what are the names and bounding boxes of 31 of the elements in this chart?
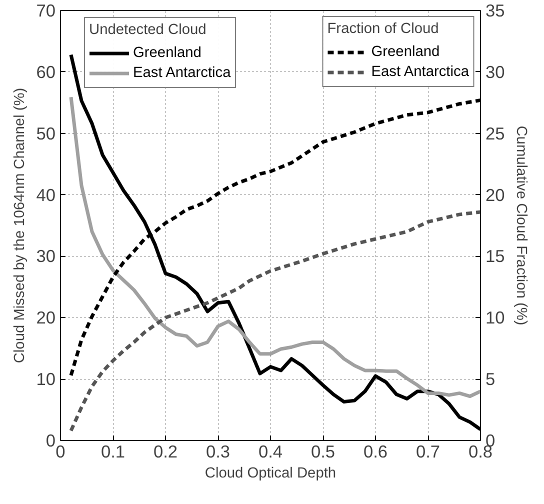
line-series [69,210,480,432]
legend-label: East Antarctica [371,64,469,80]
legend-label: Greenland [133,45,202,61]
x-tick-label: 0.1 [100,442,126,462]
y2-axis-title: Cumulative Cloud Fraction (%) [512,126,529,326]
y-tick-label: 50 [36,123,56,144]
y2-tick-label: 30 [486,62,505,82]
x-axis-title: Cloud Optical Depth [204,466,336,482]
y-tick-label: 60 [36,62,56,82]
x-tick-label: 0.5 [310,442,336,462]
y2-tick-label: 25 [486,123,505,144]
legend-label: East Antarctica [133,65,231,81]
y-tick-label: 10 [36,369,56,390]
x-tick-label: 0.6 [363,442,388,462]
x-tick-label: 0.3 [206,442,230,462]
legend-label: Greenland [371,44,440,60]
y-tick-label: 40 [36,184,56,205]
y-tick-label: 20 [36,308,56,328]
y2-tick-label: 5 [486,369,496,390]
y2-tick-label: 10 [486,308,505,328]
x-tick-label: 0.4 [258,442,283,462]
y-axis-title: Cloud Missed by the 1064nm Channel (%) [12,88,28,364]
y-tick-label: 70 [36,0,56,20]
y-tick-label: 30 [36,246,56,266]
y2-tick-label: 15 [486,246,505,266]
x-tick-label: 0.2 [153,442,178,462]
annotation: Undetected Cloud [89,22,208,38]
x-tick-label: 0.7 [416,442,440,462]
y2-tick-label: 35 [486,0,505,20]
y2-tick-label: 20 [486,184,505,205]
annotation: Fraction of Cloud [327,21,440,37]
